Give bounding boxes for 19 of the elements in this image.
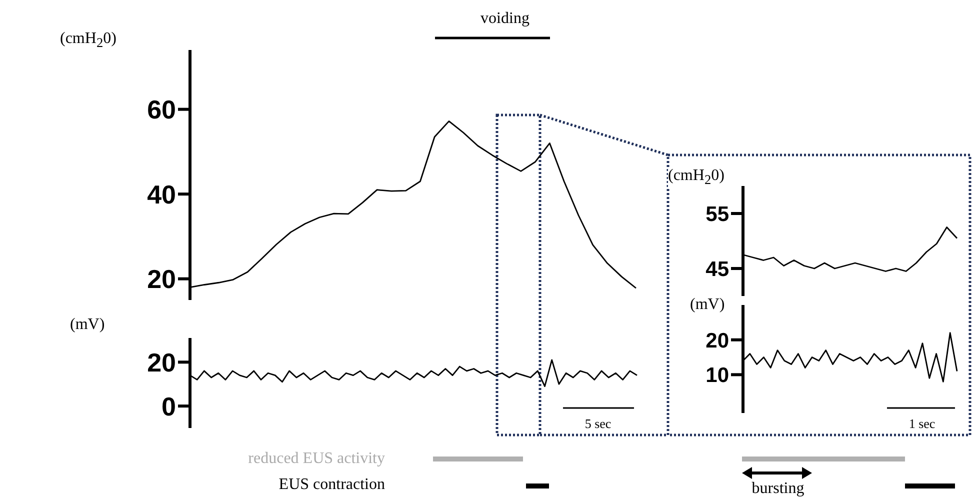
text: voiding [480, 10, 530, 28]
y-tick-label: 10 [706, 364, 729, 388]
y-axis-title: (cmH$_{2}$0) [668, 167, 724, 190]
y-axis-title: (mV) [70, 316, 105, 334]
text: 1 sec [908, 416, 936, 432]
y-axis-title: (mV) [690, 296, 725, 314]
text: bursting [752, 480, 804, 498]
annotation: 5 sec [584, 416, 612, 432]
y-tick-label: 45 [706, 258, 730, 281]
y-tick-label: 60 [147, 94, 176, 125]
y-tick-label: 20 [147, 264, 176, 294]
y-tick-label: 20 [147, 347, 176, 378]
y-tick-label: 20 [706, 329, 729, 352]
y-tick-label: 55 [706, 202, 730, 226]
y-axis-title: (cmH$_{2}$0) [60, 30, 116, 52]
text: reduced EUS activity [248, 450, 385, 468]
text: EUS contraction [278, 476, 385, 494]
y-tick-label: 40 [147, 179, 176, 210]
y-tick-label: 0 [162, 391, 176, 422]
